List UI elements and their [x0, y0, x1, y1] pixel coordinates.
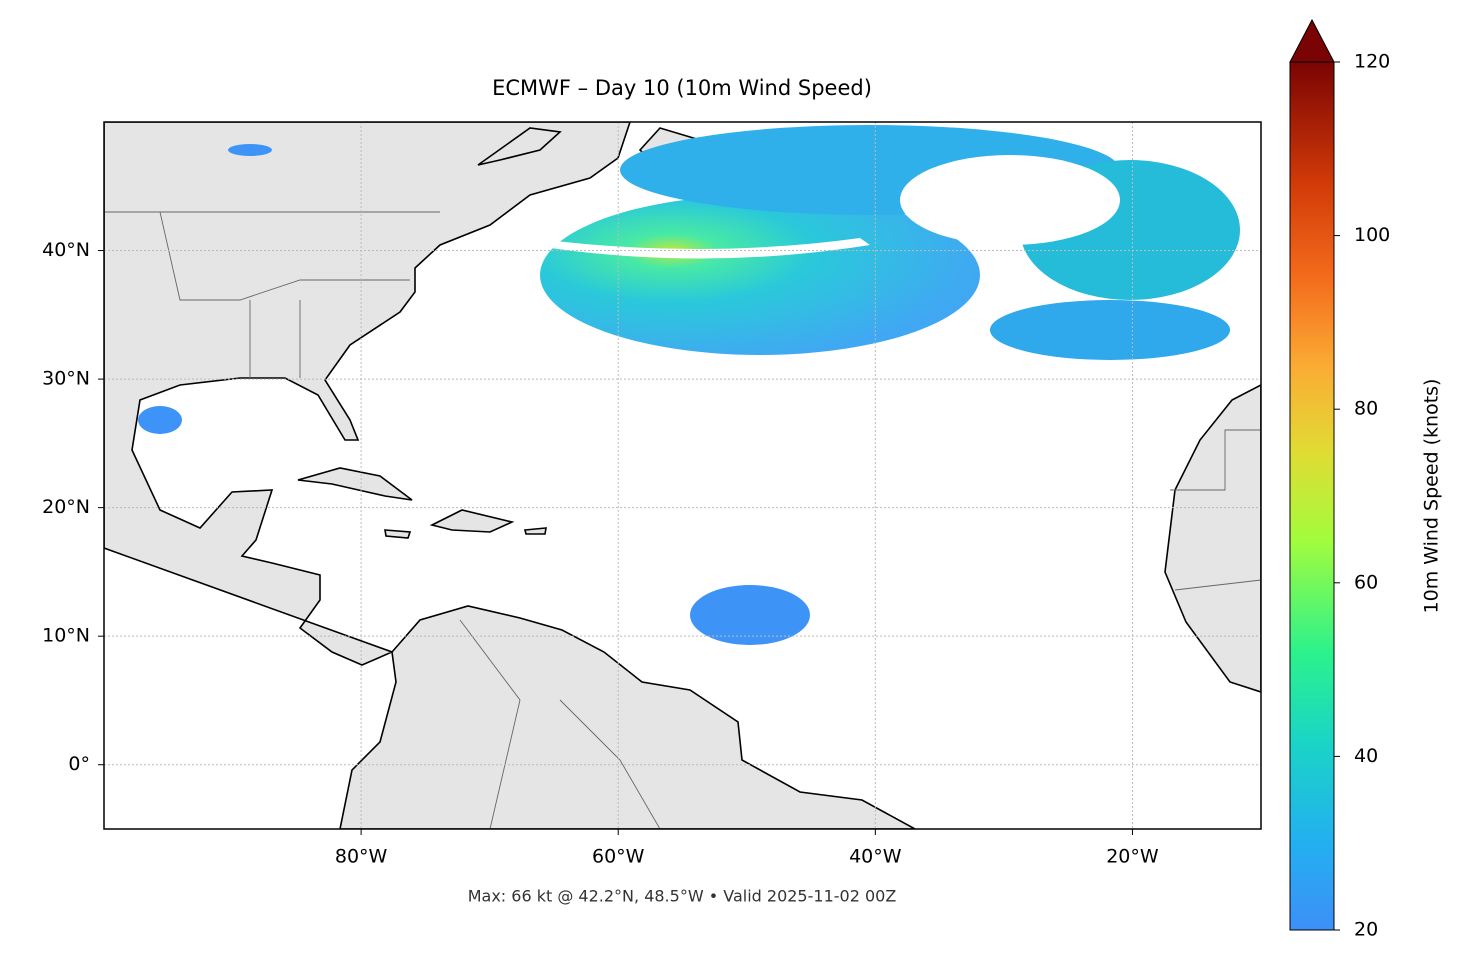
x-tick-label: 40°W — [849, 846, 902, 868]
y-tick-label: 20°N — [42, 496, 90, 518]
colorbar-tick-label: 120 — [1354, 51, 1390, 73]
colorbar-tick-label: 80 — [1354, 398, 1378, 420]
x-tick-label: 20°W — [1106, 846, 1159, 868]
wind-area — [228, 144, 272, 156]
wind-field — [138, 125, 1240, 645]
wind-area — [990, 300, 1230, 360]
footer: Max: 66 kt @ 42.2°N, 48.5°W • Valid 2025… — [468, 887, 897, 906]
map-frame — [103, 121, 1262, 830]
y-tick-label: 10°N — [42, 625, 90, 647]
colorbar — [1289, 61, 1335, 931]
y-tick-label: 0° — [68, 753, 90, 775]
y-tick-label: 40°N — [42, 239, 90, 261]
x-tick-label: 80°W — [335, 846, 388, 868]
colorbar-tick-label: 20 — [1354, 919, 1378, 941]
map-area — [104, 122, 1261, 829]
wind-area — [540, 195, 980, 355]
y-tick-label: 30°N — [42, 368, 90, 390]
colorbar-label: 10m Wind Speed (knots) — [1421, 379, 1443, 614]
wind-area — [138, 406, 182, 434]
colorbar-tick-label: 40 — [1354, 745, 1378, 767]
colorbar-extend — [1289, 18, 1335, 63]
calm-band — [530, 238, 870, 259]
x-tick-label: 60°W — [592, 846, 645, 868]
colorbar-tick-label: 60 — [1354, 571, 1378, 593]
map-title: ECMWF – Day 10 (10m Wind Speed) — [492, 76, 872, 100]
grid — [104, 122, 1261, 829]
wind-area — [690, 585, 810, 645]
calm-area — [900, 155, 1120, 245]
colorbar-tick-label: 100 — [1354, 224, 1390, 246]
land — [104, 122, 1261, 829]
borders — [104, 211, 1261, 829]
